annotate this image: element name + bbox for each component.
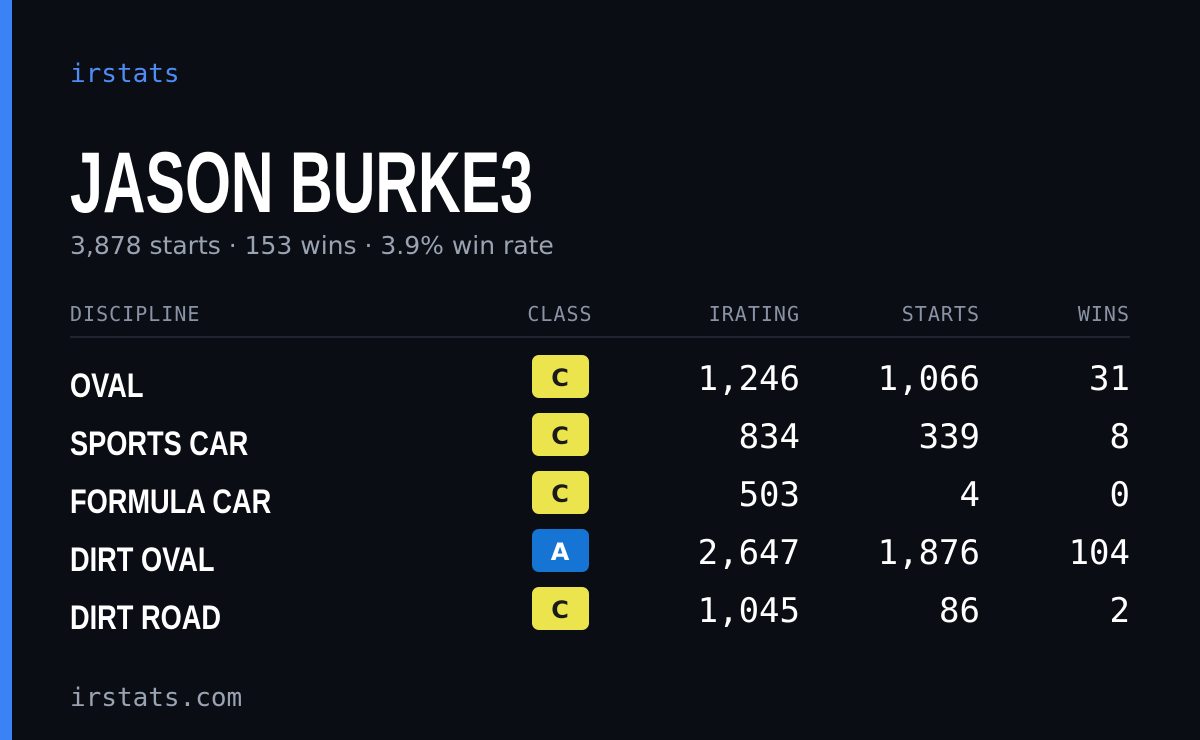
discipline-cell: FORMULA CAR (70, 482, 271, 521)
footer: irstats.com (70, 683, 242, 713)
class-badge (532, 471, 589, 514)
class-badge (532, 413, 589, 456)
driver-summary: 3,878 starts · 153 wins · 3.9% win rate (70, 231, 554, 260)
starts: 4 (960, 475, 980, 515)
starts: 1,066 (878, 359, 980, 399)
class-label: A (551, 538, 570, 566)
discipline: SPORTS CAR (70, 424, 248, 463)
class-badge (532, 529, 589, 572)
starts: 1,876 (878, 533, 980, 573)
wins: 31 (1089, 359, 1130, 399)
wins: 8 (1110, 417, 1130, 457)
starts: 86 (939, 591, 980, 631)
class-badge (532, 587, 589, 630)
discipline-cell: SPORTS CAR (70, 424, 248, 463)
class-label: C (551, 422, 569, 450)
discipline: OVAL (70, 366, 143, 405)
wins: 104 (1069, 533, 1130, 573)
wins: 2 (1110, 591, 1130, 631)
discipline: DIRT ROAD (70, 598, 221, 637)
wins: 0 (1110, 475, 1130, 515)
irating: 1,045 (698, 591, 800, 631)
column-header: STARTS (902, 302, 980, 326)
discipline: DIRT OVAL (70, 540, 214, 579)
irating: 834 (739, 417, 800, 457)
class-label: C (551, 364, 569, 392)
column-header: DISCIPLINE (70, 302, 200, 326)
column-header: IRATING (709, 302, 800, 326)
brand: irstats (70, 59, 180, 89)
irating: 1,246 (698, 359, 800, 399)
starts: 339 (919, 417, 980, 457)
accent-bar (0, 0, 12, 740)
discipline-cell: DIRT OVAL (70, 540, 214, 579)
discipline-cell: OVAL (70, 366, 143, 405)
class-label: C (551, 596, 569, 624)
discipline-cell: DIRT ROAD (70, 598, 221, 637)
column-header: CLASS (527, 302, 592, 326)
irating: 503 (739, 475, 800, 515)
driver-name: JASON BURKE3 (70, 135, 533, 231)
class-badge (532, 355, 589, 398)
class-label: C (551, 480, 569, 508)
discipline: FORMULA CAR (70, 482, 271, 521)
column-header: WINS (1078, 302, 1130, 326)
irating: 2,647 (698, 533, 800, 573)
